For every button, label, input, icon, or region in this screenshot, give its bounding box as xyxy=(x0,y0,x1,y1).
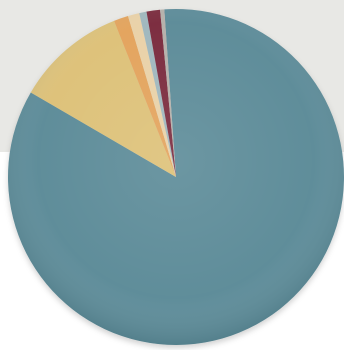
pie-slices xyxy=(7,9,344,346)
